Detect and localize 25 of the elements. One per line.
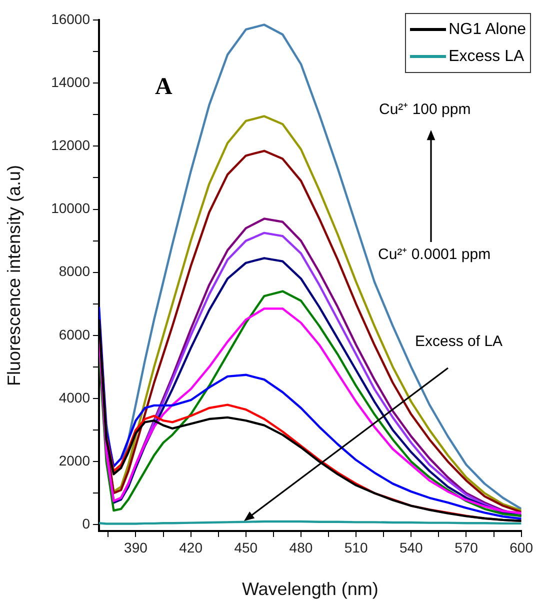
y-tick-label: 4000 (58, 389, 90, 406)
x-axis-title: Wavelength (nm) (242, 579, 378, 600)
x-tick-label: 540 (399, 539, 424, 556)
x-tick-label: 600 (510, 539, 534, 556)
x-tick-label: 420 (179, 539, 203, 556)
y-tick-label: 6000 (58, 326, 90, 342)
legend-label: NG1 Alone (448, 20, 526, 38)
y-tick-label: 12000 (51, 137, 90, 154)
annotation: A (155, 74, 172, 101)
y-tick-label: 8000 (58, 263, 90, 280)
x-tick-label: 510 (344, 539, 368, 556)
x-tick-label: 390 (124, 539, 148, 556)
x-tick-label: 450 (234, 539, 258, 556)
annotation: Excess of LA (415, 333, 503, 350)
annotation: Cu²⁺ 100 ppm (379, 100, 471, 118)
y-tick-label: 0 (82, 516, 90, 532)
x-tick-label: 480 (289, 539, 313, 556)
y-tick-label: 10000 (51, 200, 90, 216)
x-tick-label: 570 (454, 539, 478, 556)
y-tick-label: 16000 (51, 10, 90, 27)
legend-label: Excess LA (448, 48, 524, 66)
annotation: Cu²⁺ 0.0001 ppm (378, 245, 491, 263)
y-axis-title: Fluorescence intensity (a.u) (4, 164, 24, 386)
y-tick-label: 2000 (58, 452, 90, 468)
y-tick-label: 14000 (51, 74, 90, 90)
